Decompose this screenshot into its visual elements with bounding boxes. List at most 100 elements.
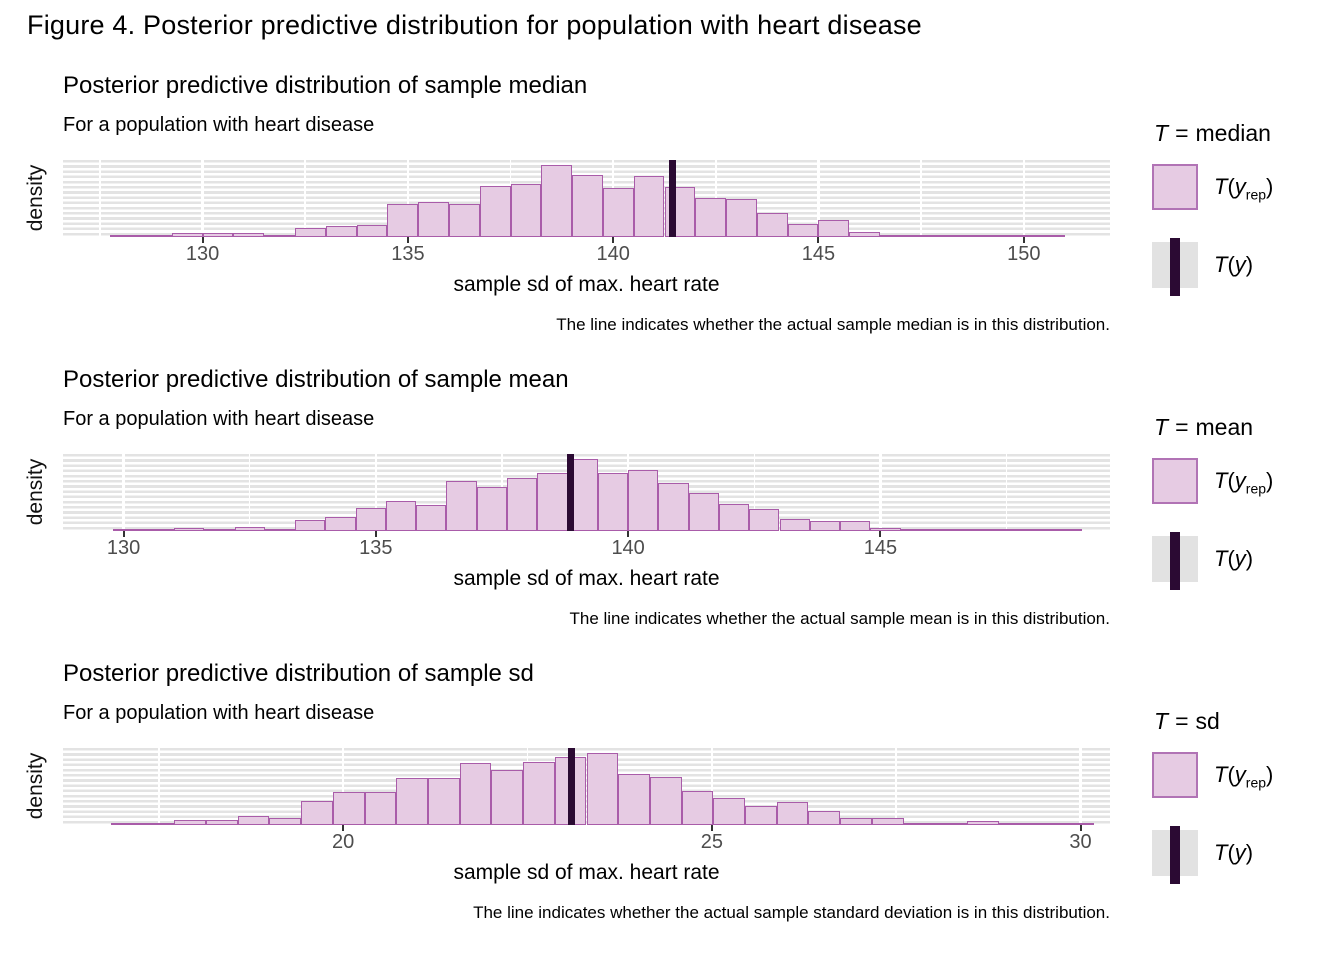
histogram-bar <box>427 778 460 825</box>
vertical-gridline <box>158 748 160 825</box>
histogram-bar <box>355 507 386 531</box>
histogram-bar <box>818 220 850 237</box>
histogram-bar <box>110 823 143 825</box>
histogram-bar <box>602 188 634 237</box>
histogram-bar <box>476 487 508 531</box>
x-tick-mark <box>1079 825 1082 831</box>
vertical-gridline <box>406 160 410 237</box>
histogram-bar <box>233 232 265 237</box>
histogram-bar <box>523 761 555 825</box>
histogram-bar <box>448 203 480 237</box>
histogram-bar <box>809 520 841 531</box>
histogram-bar <box>633 175 665 237</box>
vertical-gridline <box>1022 160 1026 237</box>
histogram-bar <box>586 753 619 825</box>
histogram-bar <box>991 529 1022 531</box>
histogram-bar <box>479 185 511 237</box>
ty-label: T(y) <box>1214 252 1254 277</box>
histogram-bar <box>840 817 872 825</box>
histogram-bar <box>972 235 1004 237</box>
histogram-panel-sd <box>63 748 1110 825</box>
ty-line-glyph <box>1170 826 1180 884</box>
x-axis-label: sample sd of max. heart rate <box>453 273 720 296</box>
legend-mean: T = mean T(yrep) T(y) <box>1152 364 1344 604</box>
histogram-bar <box>1034 235 1065 237</box>
observed-stat-line <box>669 160 677 237</box>
chart-caption: The line indicates whether the actual sa… <box>473 903 1110 922</box>
chart-title: Posterior predictive distribution of sam… <box>63 366 569 393</box>
histogram-bar <box>364 791 397 825</box>
vertical-gridline <box>710 748 714 825</box>
x-tick-label: 140 <box>611 537 645 559</box>
vertical-gridline <box>1079 748 1082 825</box>
legend-item-ty: T(y) <box>1152 532 1344 590</box>
histogram-bar <box>143 529 174 531</box>
histogram-bar <box>658 483 689 531</box>
y-axis-label: density <box>24 752 47 820</box>
histogram-bar <box>507 478 538 531</box>
legend-item-ty: T(y) <box>1152 238 1344 296</box>
histogram-bar <box>491 769 524 825</box>
ty-line-glyph <box>1170 238 1180 296</box>
observed-stat-line <box>566 454 574 531</box>
x-tick-label: 145 <box>801 243 836 265</box>
histogram-bar <box>726 198 757 237</box>
x-tick-label: 20 <box>332 831 355 853</box>
histogram-bar <box>718 504 750 531</box>
x-tick-label: 150 <box>1007 243 1041 265</box>
yrep-label: T(yrep) <box>1214 174 1274 203</box>
vertical-gridline <box>341 748 345 825</box>
histogram-bar <box>206 819 238 825</box>
x-tick-label: 130 <box>106 537 141 559</box>
histogram-bar <box>649 776 682 825</box>
histogram-bar <box>301 801 333 825</box>
histogram-bar <box>110 235 141 237</box>
histogram-bar <box>237 815 270 825</box>
histogram-bar <box>202 232 234 237</box>
histogram-bar <box>141 235 172 237</box>
legend-item-yrep: T(yrep) <box>1152 164 1344 210</box>
histogram-bar <box>903 822 936 825</box>
x-tick-mark <box>710 825 713 831</box>
histogram-bar <box>234 526 265 531</box>
histogram-bar <box>537 473 568 531</box>
yrep-swatch <box>1152 752 1198 798</box>
histogram-bar <box>779 518 810 531</box>
chart-caption: The line indicates whether the actual sa… <box>569 609 1110 628</box>
x-tick-label: 145 <box>863 537 898 559</box>
histogram-bar <box>418 201 449 237</box>
histogram-bar <box>1062 823 1094 825</box>
vertical-gridline <box>1005 454 1008 531</box>
x-tick-mark <box>342 825 345 831</box>
legend-title: T = median <box>1154 120 1271 146</box>
histogram-bar <box>1021 529 1052 531</box>
x-tick-mark <box>201 237 204 243</box>
legend-median: T = median T(yrep) T(y) <box>1152 70 1344 310</box>
histogram-bar <box>880 234 911 237</box>
histogram-bar <box>695 198 727 237</box>
histogram-panel-median <box>63 160 1110 237</box>
histogram-bar <box>871 817 904 825</box>
chart-mean: Posterior predictive distribution of sam… <box>0 364 1344 658</box>
histogram-bar <box>325 226 357 237</box>
histogram-bar <box>808 811 841 825</box>
observed-stat-line <box>568 748 576 825</box>
histogram-bar <box>332 791 365 825</box>
histogram-panel-mean <box>63 454 1110 531</box>
histogram-bar <box>387 203 419 237</box>
histogram-bar <box>264 234 295 237</box>
histogram-bar <box>510 184 542 237</box>
histogram-bar <box>935 823 967 825</box>
x-tick-mark <box>817 237 820 243</box>
histogram-bar <box>1030 823 1063 825</box>
histogram-bar <box>572 175 603 237</box>
chart-median: Posterior predictive distribution of sam… <box>0 70 1344 364</box>
histogram-bar <box>776 801 809 825</box>
vertical-gridline <box>374 454 378 531</box>
x-axis-label: sample sd of max. heart rate <box>453 861 720 884</box>
chart-title: Posterior predictive distribution of sam… <box>63 72 588 99</box>
histogram-bar <box>396 778 428 825</box>
histogram-bar <box>941 235 973 237</box>
chart-title: Posterior predictive distribution of sam… <box>63 660 534 687</box>
histogram-bar <box>756 212 788 237</box>
